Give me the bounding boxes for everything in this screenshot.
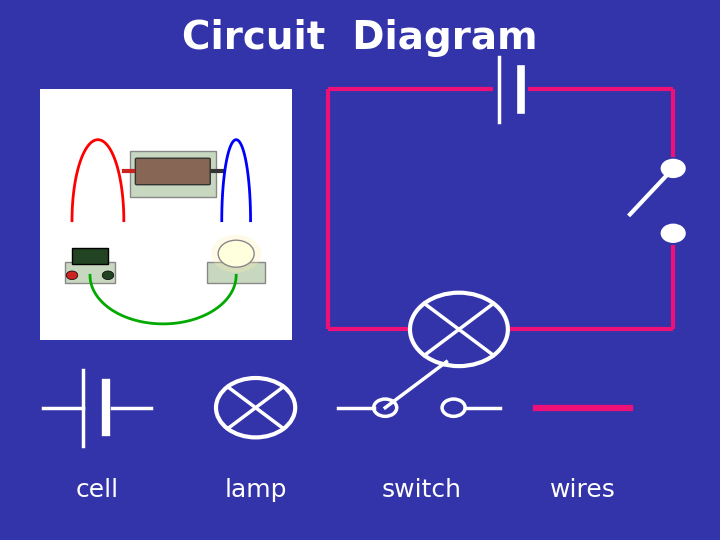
FancyBboxPatch shape	[72, 248, 108, 265]
Text: lamp: lamp	[225, 478, 287, 502]
Text: wires: wires	[550, 478, 616, 502]
FancyBboxPatch shape	[130, 151, 216, 197]
Circle shape	[102, 271, 114, 280]
Circle shape	[211, 235, 261, 273]
FancyBboxPatch shape	[135, 158, 210, 185]
FancyBboxPatch shape	[40, 89, 292, 340]
Circle shape	[66, 271, 78, 280]
Circle shape	[662, 160, 685, 177]
Text: Circuit  Diagram: Circuit Diagram	[182, 19, 538, 57]
FancyBboxPatch shape	[207, 262, 265, 284]
Text: switch: switch	[381, 478, 462, 502]
FancyBboxPatch shape	[65, 262, 115, 284]
Text: cell: cell	[76, 478, 119, 502]
Circle shape	[218, 240, 254, 267]
Circle shape	[662, 225, 685, 242]
